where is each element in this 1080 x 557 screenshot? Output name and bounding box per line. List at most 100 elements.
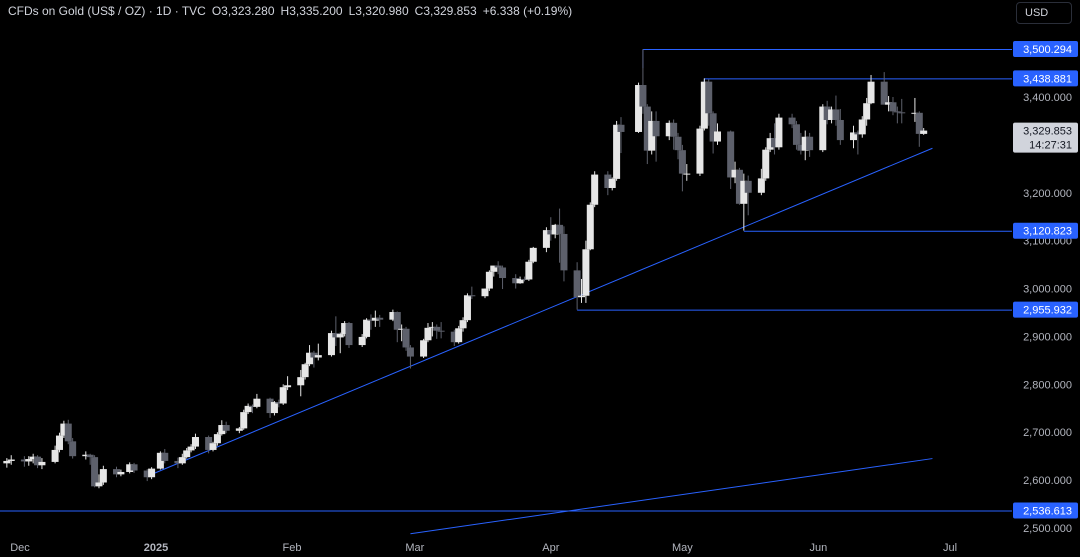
trendline-2 (410, 458, 933, 535)
candle-body (367, 319, 375, 321)
currency-button[interactable]: USD (1016, 2, 1072, 24)
candle-body (797, 144, 805, 151)
candle-body (389, 312, 397, 320)
candle-body (762, 149, 770, 179)
candle-body (82, 454, 90, 457)
candle-body (253, 398, 261, 407)
candle-body (608, 178, 616, 188)
candle-body (468, 295, 476, 297)
candle-body (494, 265, 502, 268)
candle-body (25, 459, 33, 462)
candle-body (556, 224, 564, 234)
candle-body (849, 132, 857, 141)
candle-body (29, 456, 37, 460)
candle-body (86, 454, 94, 458)
candle-body (915, 112, 923, 134)
candle-body (174, 460, 182, 464)
symbol-legend: CFDs on Gold (US$ / OZ) · 1D · TVC O3,32… (8, 4, 572, 18)
candle-body (284, 385, 292, 388)
candle-body (898, 112, 906, 114)
price-label-text: 3,500.294 (1023, 44, 1072, 56)
candle-body (727, 131, 735, 178)
countdown-label: 14:27:31 (1029, 140, 1072, 152)
candle-body (490, 265, 498, 272)
x-tick-label: Jun (810, 542, 828, 554)
candle-body (3, 460, 11, 464)
candle-body (187, 446, 195, 451)
candle-body (678, 150, 686, 174)
y-tick-label: 3,200.000 (1023, 188, 1072, 200)
candle-body (529, 247, 537, 262)
candle-body (674, 136, 682, 151)
candle-body (801, 136, 809, 151)
candle-body (893, 111, 901, 113)
candle-body (393, 312, 401, 330)
candle-body (775, 117, 783, 148)
current-price-box (1013, 122, 1078, 153)
trendline-1 (151, 147, 933, 475)
candle-body (867, 81, 875, 104)
candle-body (398, 328, 406, 330)
x-tick-label: Mar (405, 542, 424, 554)
x-tick-label: Feb (282, 542, 301, 554)
candle-body (709, 113, 717, 142)
candle-body (854, 132, 862, 135)
price-label-text: 2,955.932 (1023, 305, 1072, 317)
candle-body (314, 355, 322, 358)
y-tick-label: 2,600.000 (1023, 475, 1072, 487)
candle-body (735, 169, 743, 204)
candle-body (240, 412, 248, 429)
candle-body (643, 106, 651, 151)
candle-body (156, 452, 164, 469)
candle-body (336, 334, 344, 338)
candle-body (222, 425, 230, 431)
candle-body (376, 317, 384, 320)
candle-body (604, 174, 612, 188)
candle-body (485, 271, 493, 289)
low-value: L3,320.980 (348, 4, 409, 18)
candle-body (744, 180, 752, 193)
candle-body (327, 333, 335, 356)
candle-body (130, 464, 138, 471)
candle-body (420, 340, 428, 357)
candle-body (450, 331, 458, 343)
candle-body (911, 112, 919, 114)
candle-body (520, 278, 528, 280)
y-tick-label: 3,400.000 (1023, 92, 1072, 104)
candle-body (648, 120, 656, 151)
candle-body (270, 402, 278, 414)
candle-body (665, 122, 673, 137)
candle-body (635, 85, 643, 132)
x-tick-label: May (672, 542, 693, 554)
candle-body (301, 364, 309, 378)
y-tick-label: 2,900.000 (1023, 331, 1072, 343)
candle-body (235, 428, 243, 431)
open-value: O3,323.280 (211, 4, 275, 18)
price-label-text: 2,536.613 (1023, 505, 1072, 517)
candle-body (183, 450, 191, 458)
x-tick-label: Apr (542, 542, 559, 554)
candle-body (55, 435, 63, 450)
candle-body (771, 138, 779, 148)
candle-body (731, 169, 739, 178)
candle-body (832, 109, 840, 120)
candle-body (586, 204, 594, 250)
candle-body (371, 317, 379, 321)
candle-body (406, 347, 414, 357)
candle-body (459, 320, 467, 329)
candle-body (143, 470, 151, 478)
candle-body (819, 106, 827, 151)
candle-body (428, 326, 436, 328)
candle-body (117, 471, 125, 475)
price-label-text: 3,120.823 (1023, 226, 1072, 238)
candle-body (885, 102, 893, 105)
candle-body (191, 437, 199, 447)
candle-body (332, 333, 340, 338)
change-value: +6.338 (+0.19%) (482, 4, 573, 18)
candle-body (209, 443, 217, 450)
candle-body (126, 464, 134, 472)
candle-body (113, 469, 121, 475)
candle-body (20, 459, 28, 462)
